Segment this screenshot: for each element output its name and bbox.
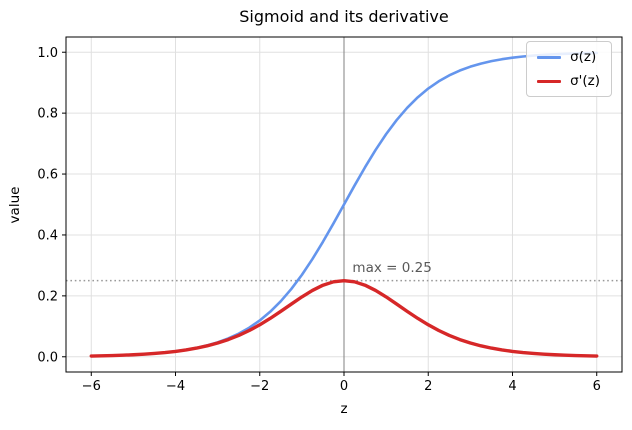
y-tick-label: 0.4	[37, 229, 58, 244]
max-annotation: max = 0.25	[352, 259, 432, 276]
y-axis-label: value	[7, 186, 23, 224]
y-tick-label: 0.0	[37, 350, 58, 365]
legend: σ(z) σ'(z)	[526, 41, 612, 97]
x-tick-label: 2	[424, 379, 432, 394]
x-tick-label: 0	[340, 379, 348, 394]
y-tick-label: 0.6	[37, 168, 58, 183]
sigma-prime-line-swatch	[537, 79, 562, 83]
chart-title: Sigmoid and its derivative	[239, 7, 449, 26]
legend-label-sigma: σ(z)	[570, 49, 597, 65]
x-tick-label: 6	[593, 379, 601, 394]
x-axis-label: z	[340, 401, 348, 417]
sigma-line-swatch	[537, 55, 562, 59]
y-tick-label: 0.8	[37, 107, 58, 122]
legend-item-sigma-prime: σ'(z)	[537, 73, 600, 89]
legend-label-sigma-prime: σ'(z)	[570, 73, 600, 89]
legend-item-sigma: σ(z)	[537, 49, 600, 65]
x-tick-label: −2	[250, 379, 269, 394]
x-tick-label: −4	[166, 379, 185, 394]
x-tick-label: 4	[508, 379, 516, 394]
y-tick-label: 1.0	[37, 46, 58, 61]
y-tick-label: 0.2	[37, 289, 58, 304]
x-tick-label: −6	[82, 379, 101, 394]
sigmoid-derivative-curve	[89, 278, 599, 358]
